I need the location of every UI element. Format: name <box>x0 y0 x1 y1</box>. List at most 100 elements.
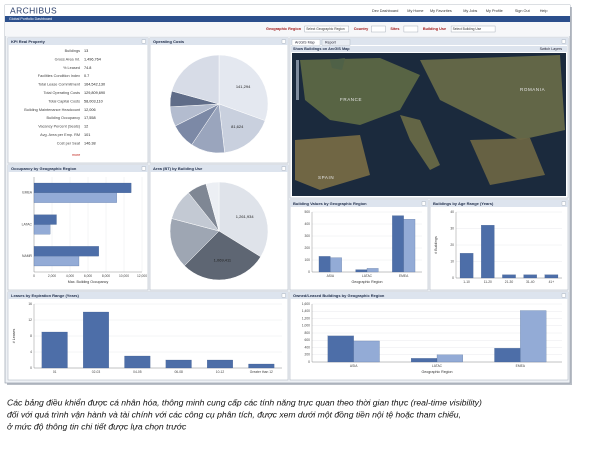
x-tick-label: EMEA <box>516 364 526 368</box>
pie-slice <box>218 103 266 153</box>
kpi-label: Gross Area Int. <box>55 57 80 61</box>
dashboard-title: Global Portfolio Dashboard <box>9 17 52 21</box>
map-tab[interactable] <box>291 39 321 46</box>
nav-link[interactable]: Sign Out <box>515 9 531 13</box>
x-tick-label: 12,000 <box>137 274 147 278</box>
map-land <box>400 115 440 170</box>
y-axis-title: # Leases <box>12 329 16 344</box>
bar <box>248 363 275 369</box>
bar <box>502 274 516 279</box>
kpi-label: Avg. Area per Emp. RM <box>40 133 80 137</box>
bar <box>459 253 474 279</box>
filter-select[interactable] <box>403 25 419 33</box>
kpi-label: Total Operating Costs <box>43 91 80 95</box>
panel-header <box>150 165 288 172</box>
panel-menu-icon[interactable] <box>141 39 146 44</box>
y-tick-label: 10 <box>450 259 454 263</box>
map-label: ROMANIA <box>520 87 545 92</box>
caption-line: Các bảng điều khiển được cá nhân hóa, th… <box>7 397 482 407</box>
bar <box>355 269 368 273</box>
x-tick-label: 4,000 <box>66 274 74 278</box>
panel-title: Buildings by Age Range (Years) <box>433 201 494 206</box>
kpi-label: Total Lease Commitment <box>38 83 81 87</box>
panel <box>7 37 149 164</box>
x-tick-label: 31-40 <box>526 280 535 284</box>
title-bar <box>5 16 570 22</box>
y-tick-label: 0 <box>308 360 310 364</box>
panel-menu-icon[interactable] <box>141 166 146 171</box>
bar <box>366 268 379 273</box>
kpi-value: 164,542,130 <box>84 83 105 87</box>
x-tick-label: ASIA <box>327 274 335 278</box>
panel-menu-icon[interactable] <box>281 293 286 298</box>
bar <box>33 214 57 225</box>
slice-label: 141,294 <box>236 84 251 89</box>
map-land <box>300 58 420 125</box>
panel-header <box>290 292 568 299</box>
bar <box>33 182 132 193</box>
pie-slice <box>169 218 220 267</box>
kpi-value: 101 <box>84 133 90 137</box>
y-tick-label: 4 <box>30 350 32 354</box>
y-tick-label: 16 <box>28 302 32 306</box>
map-land <box>470 138 545 185</box>
x-axis-title: Geographic Region <box>422 370 453 374</box>
kpi-label: Vacancy Percent (Seats) <box>38 125 80 129</box>
panel-menu-icon[interactable] <box>281 39 286 44</box>
y-tick-label: 0 <box>30 366 32 370</box>
bar <box>318 256 331 273</box>
kpi-label: Cost per Seat <box>57 141 81 145</box>
map-land <box>330 58 345 70</box>
kpi-label: Buildings <box>65 49 81 53</box>
pie-slice <box>171 54 220 105</box>
panel-header <box>8 165 148 172</box>
bar <box>353 340 380 363</box>
panel-menu-icon[interactable] <box>561 39 566 44</box>
y-tick-label: 400 <box>304 345 310 349</box>
map-label: SPAIN <box>318 175 334 180</box>
x-tick-label: 41+ <box>549 280 555 284</box>
y-tick-label: 200 <box>304 353 310 357</box>
filter-select[interactable] <box>450 25 496 33</box>
map-tab-label[interactable]: Report <box>325 40 336 44</box>
nav-link[interactable]: My Favorites <box>430 9 452 13</box>
panel-title: Occupancy by Geographic Region <box>11 166 77 171</box>
panel-header <box>8 38 148 45</box>
x-tick-label: LATAC <box>362 274 373 278</box>
bar <box>520 310 547 363</box>
kpi-value: 12 <box>84 125 88 129</box>
map-action[interactable]: Switch Layers <box>540 47 563 51</box>
panel-menu-icon[interactable] <box>561 293 566 298</box>
map-zoom-bar[interactable] <box>296 60 299 100</box>
nav-link[interactable]: My Profile <box>486 9 503 13</box>
filter-select[interactable] <box>304 25 349 33</box>
pie-slice <box>205 181 220 232</box>
y-tick-label: LATAC <box>22 222 33 226</box>
nav-link[interactable]: Dev Dashboard <box>372 9 398 13</box>
bar <box>41 331 68 369</box>
panel-menu-icon[interactable] <box>421 201 426 206</box>
bar <box>207 359 233 369</box>
panel-menu-icon[interactable] <box>281 166 286 171</box>
x-tick-label: Greater than 12 <box>250 370 273 374</box>
map-tab[interactable] <box>321 39 351 46</box>
nav-link[interactable]: Help <box>540 9 548 13</box>
logo: ARCHIBUS <box>10 5 57 15</box>
y-tick-label: 600 <box>304 338 310 342</box>
map-land <box>420 55 565 140</box>
panel-title: Area (BT) by Building Use <box>153 166 203 171</box>
map-tab-label[interactable]: ArcGIS Map <box>295 40 315 44</box>
panel-menu-icon[interactable] <box>561 201 566 206</box>
kpi-value: 0.7 <box>84 74 89 78</box>
kpi-more-link[interactable]: more <box>72 153 80 157</box>
pie-slice <box>218 54 269 121</box>
x-tick-label: 04-05 <box>133 370 142 374</box>
kpi-value: 146.38 <box>84 141 96 145</box>
filter-select[interactable] <box>371 25 386 33</box>
nav-link[interactable]: My Jobs <box>463 9 477 13</box>
filter-label: Building Use <box>423 27 446 31</box>
nav-link[interactable]: My Home <box>407 9 423 13</box>
y-tick-label: 1,600 <box>302 302 310 306</box>
x-tick-label: 21-30 <box>505 280 514 284</box>
map-header <box>291 46 567 52</box>
